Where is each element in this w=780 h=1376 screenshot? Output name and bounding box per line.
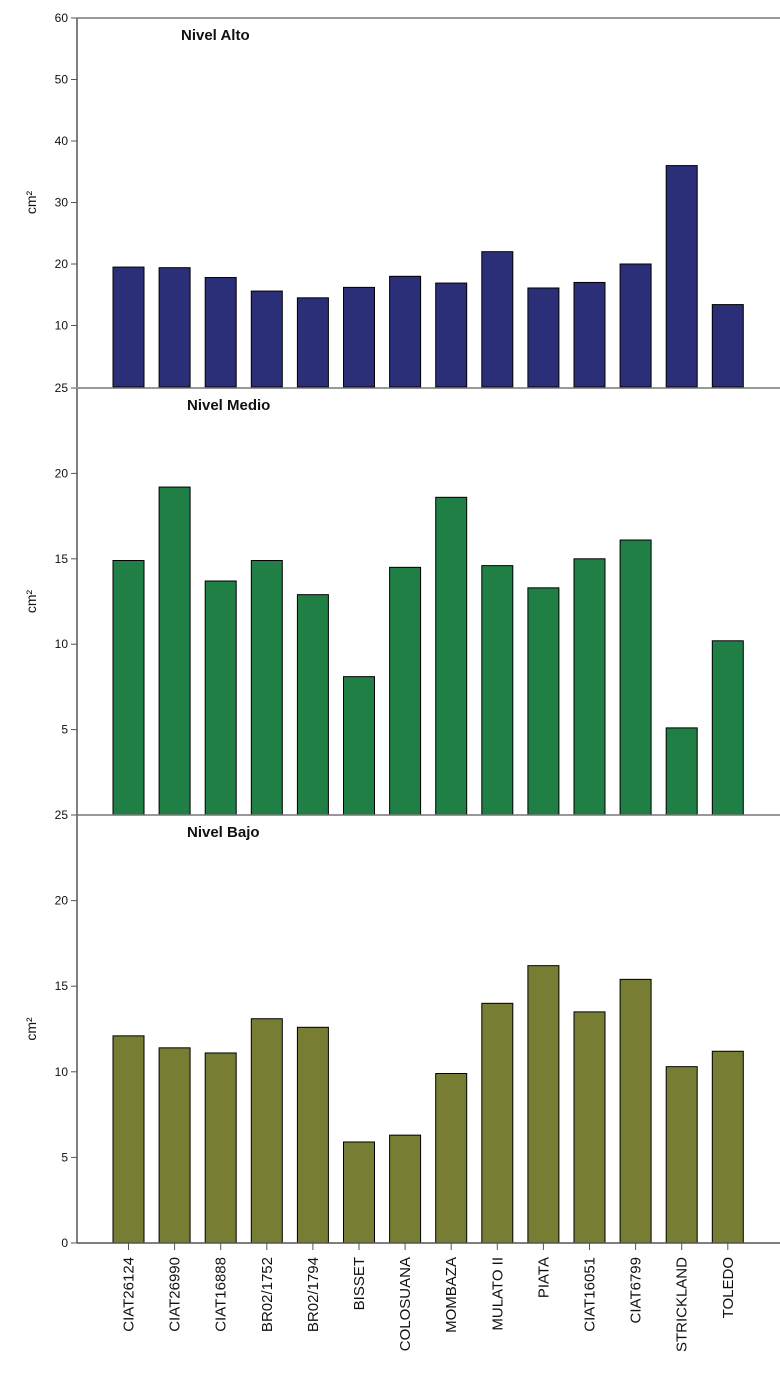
x-tick-label: CIAT6799 (628, 1257, 645, 1323)
y-tick-label: 50 (55, 73, 69, 87)
y-tick-label: 30 (55, 196, 69, 210)
bar (112, 266, 145, 388)
bar (296, 1026, 329, 1244)
bar (573, 1011, 606, 1244)
bar (250, 290, 283, 388)
y-tick-label: 15 (55, 979, 69, 993)
bar (250, 560, 283, 816)
bar (389, 1134, 422, 1244)
x-tick-label: CIAT16051 (582, 1257, 599, 1332)
bar (665, 727, 698, 816)
bar (250, 1018, 283, 1244)
y-tick-label: 20 (55, 894, 69, 908)
bar (527, 587, 560, 816)
x-tick-label: COLOSUANA (397, 1257, 414, 1351)
bar (204, 1052, 237, 1244)
bar (389, 566, 422, 816)
bar (296, 297, 329, 388)
y-tick-label: 25 (55, 381, 69, 395)
bar (619, 263, 652, 388)
bar (573, 558, 606, 816)
y-tick-label: 25 (55, 808, 69, 822)
x-tick-label: BR02/1752 (259, 1257, 276, 1332)
x-tick-label: STRICKLAND (674, 1257, 691, 1352)
x-tick-label: BISSET (351, 1257, 368, 1310)
y-tick-label: 10 (55, 637, 69, 651)
y-axis-label: cm² (23, 1017, 39, 1041)
bar (711, 1050, 744, 1244)
bar (527, 287, 560, 388)
bar (158, 267, 191, 388)
bar (112, 560, 145, 816)
bar (573, 281, 606, 388)
x-tick-label: MULATO II (489, 1257, 506, 1331)
bar (112, 1035, 145, 1244)
bar (665, 1066, 698, 1244)
bar (665, 165, 698, 388)
bar (481, 251, 514, 388)
bar (481, 1002, 514, 1244)
panel-title: Nivel Medio (187, 397, 270, 414)
panel-title: Nivel Alto (181, 27, 250, 44)
x-tick-label: PIATA (535, 1257, 552, 1298)
bar (343, 676, 375, 816)
bar (711, 640, 744, 816)
y-tick-label: 5 (61, 1150, 68, 1164)
bar (204, 580, 237, 816)
bar (296, 594, 329, 816)
y-tick-label: 60 (55, 11, 69, 25)
panel-title: Nivel Bajo (187, 824, 260, 841)
y-tick-label: 10 (55, 319, 69, 333)
x-tick-label: BR02/1794 (305, 1257, 322, 1332)
y-tick-label: 20 (55, 466, 69, 480)
y-tick-label: 40 (55, 134, 69, 148)
x-tick-label: TOLEDO (720, 1257, 737, 1318)
bar (619, 539, 652, 816)
y-tick-label: 20 (55, 257, 69, 271)
bar (204, 277, 237, 388)
bar (389, 275, 422, 388)
bar (158, 1047, 191, 1244)
y-tick-label: 10 (55, 1065, 69, 1079)
bar (481, 565, 514, 816)
y-tick-label: 0 (61, 1236, 68, 1250)
y-tick-label: 15 (55, 552, 69, 566)
bar (435, 282, 468, 388)
bar (435, 1073, 468, 1244)
y-axis-label: cm² (23, 191, 39, 215)
bar (435, 496, 468, 816)
bar (527, 965, 560, 1244)
y-tick-label: 5 (61, 723, 68, 737)
x-tick-label: CIAT26990 (167, 1257, 184, 1332)
bar (343, 1141, 375, 1244)
bar (343, 286, 375, 388)
bar (711, 304, 744, 388)
y-axis-label: cm² (23, 590, 39, 614)
bar (158, 486, 191, 816)
x-tick-label: MOMBAZA (443, 1257, 460, 1333)
x-tick-label: CIAT26124 (121, 1257, 138, 1332)
x-tick-label: CIAT16888 (213, 1257, 230, 1332)
bar (619, 978, 652, 1244)
